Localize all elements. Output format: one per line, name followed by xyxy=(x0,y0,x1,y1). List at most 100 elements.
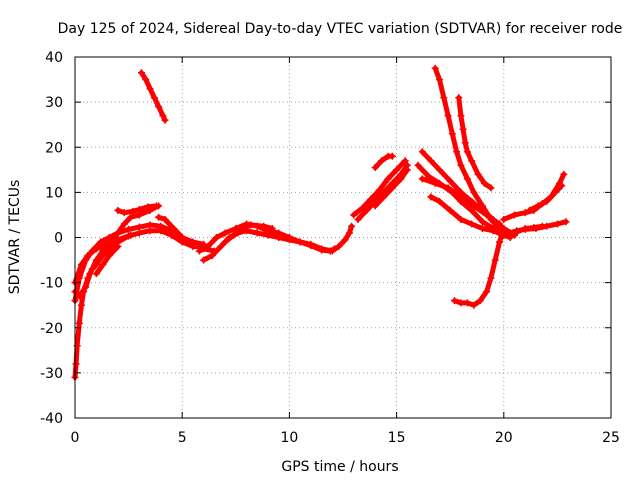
y-tick-label: -40 xyxy=(40,411,63,427)
data-point xyxy=(75,292,83,300)
data-point xyxy=(217,243,225,251)
data-point xyxy=(543,197,551,205)
axis-ticks xyxy=(74,56,612,419)
data-point xyxy=(264,231,272,239)
data-point xyxy=(397,175,405,183)
y-tick-label: -30 xyxy=(40,366,63,382)
data-point xyxy=(238,224,246,232)
series-track-25 xyxy=(526,182,566,214)
data-point xyxy=(457,161,465,169)
data-point xyxy=(137,69,145,77)
data-point xyxy=(72,360,80,368)
data-point xyxy=(114,229,122,237)
data-point xyxy=(285,236,293,244)
data-point xyxy=(345,229,353,237)
y-tick-label: -10 xyxy=(40,276,63,292)
data-point xyxy=(526,206,534,214)
data-point xyxy=(92,270,100,278)
data-point xyxy=(146,227,154,235)
data-point xyxy=(478,218,486,226)
data-point xyxy=(247,221,255,229)
data-point xyxy=(348,222,356,230)
data-point xyxy=(350,211,358,219)
data-point xyxy=(513,228,521,236)
data-point xyxy=(414,161,422,169)
data-point xyxy=(455,94,463,102)
series-track-5 xyxy=(114,202,160,217)
data-point xyxy=(384,175,392,183)
data-point xyxy=(86,270,94,278)
data-point xyxy=(157,222,165,230)
x-tick-label: 25 xyxy=(602,430,620,446)
data-point xyxy=(560,170,568,178)
data-point xyxy=(489,227,497,235)
data-point xyxy=(307,242,315,250)
data-point xyxy=(371,164,379,172)
data-point xyxy=(146,221,154,229)
data-point xyxy=(457,112,465,120)
data-point xyxy=(468,157,476,165)
data-point xyxy=(521,224,529,232)
data-point xyxy=(125,225,133,233)
data-point xyxy=(457,193,465,201)
data-point xyxy=(435,197,443,205)
data-point xyxy=(221,238,229,246)
data-point xyxy=(152,202,160,210)
data-point xyxy=(418,175,426,183)
series-track-7 xyxy=(155,213,208,248)
data-point xyxy=(448,130,456,138)
data-point xyxy=(463,175,471,183)
data-point xyxy=(92,245,100,253)
data-point xyxy=(481,179,489,187)
data-point xyxy=(159,112,167,120)
series-line xyxy=(93,244,121,277)
data-point xyxy=(478,224,486,232)
data-point xyxy=(367,195,375,203)
data-point xyxy=(440,94,448,102)
data-point xyxy=(483,288,491,296)
data-point xyxy=(114,243,122,251)
data-point xyxy=(491,256,499,264)
series-track-11 xyxy=(221,221,276,246)
data-point xyxy=(393,166,401,174)
data-point xyxy=(189,238,197,246)
data-point xyxy=(446,206,454,214)
data-point xyxy=(470,301,478,309)
y-tick-label: -20 xyxy=(40,321,63,337)
data-point xyxy=(427,193,435,201)
data-point xyxy=(427,157,435,165)
data-point xyxy=(444,184,452,192)
data-point xyxy=(358,204,366,212)
data-point xyxy=(446,177,454,185)
series-track-20 xyxy=(418,175,504,228)
data-point xyxy=(459,125,467,133)
data-point xyxy=(335,243,343,251)
data-point xyxy=(260,222,268,230)
data-point xyxy=(468,220,476,228)
data-point xyxy=(363,206,371,214)
data-point xyxy=(418,148,426,156)
data-point xyxy=(457,215,465,223)
series-line xyxy=(196,221,355,254)
data-point xyxy=(562,218,570,226)
series-track-24 xyxy=(500,170,568,223)
data-point xyxy=(155,103,163,111)
series-track-12 xyxy=(354,161,411,223)
data-point xyxy=(200,256,208,264)
data-point xyxy=(77,301,85,309)
data-point xyxy=(99,261,107,269)
data-point xyxy=(161,215,169,223)
data-point xyxy=(144,203,152,211)
data-point xyxy=(534,202,542,210)
data-point xyxy=(504,231,512,239)
data-point xyxy=(496,220,504,228)
data-point xyxy=(500,224,508,232)
data-point xyxy=(195,247,203,255)
y-axis-label: SDTVAR / TECUs xyxy=(7,180,23,295)
data-point xyxy=(444,112,452,120)
y-tick-label: 30 xyxy=(45,95,63,111)
data-point xyxy=(521,209,529,217)
series-track-26 xyxy=(496,222,546,239)
data-point xyxy=(135,206,143,214)
data-point xyxy=(135,223,143,231)
